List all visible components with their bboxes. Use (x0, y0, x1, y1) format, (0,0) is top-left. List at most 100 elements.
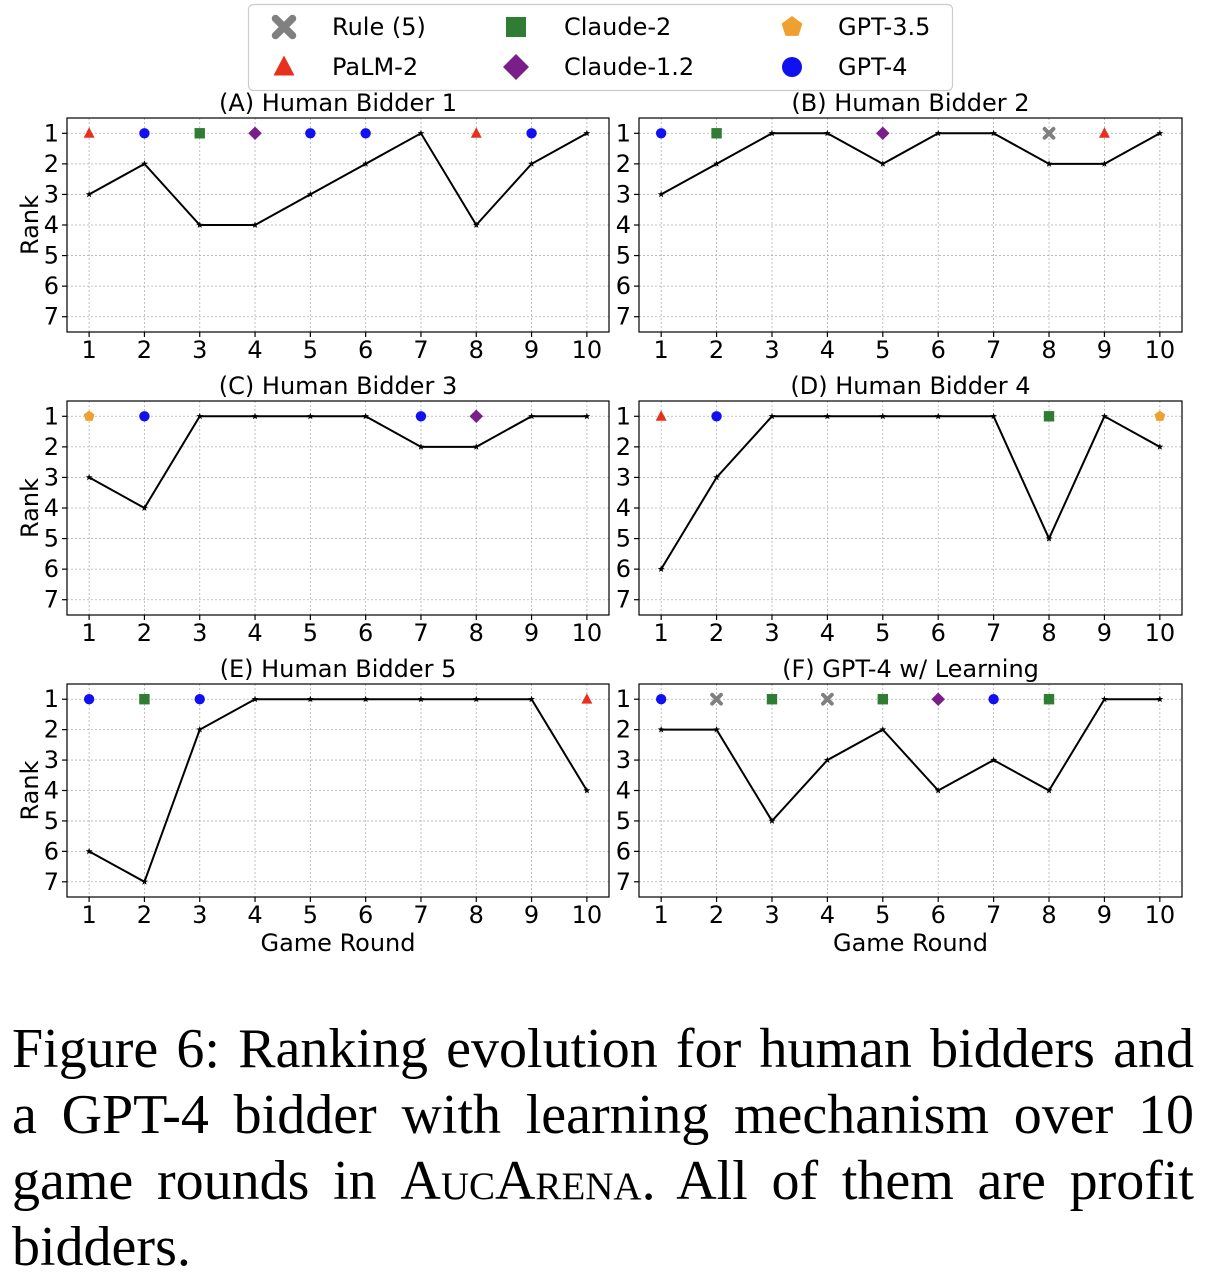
y-tick-label: 1 (44, 402, 59, 430)
x-tick-label: 2 (709, 901, 724, 929)
rank-point (583, 786, 591, 794)
winner-marker-palm-2 (655, 410, 667, 421)
panel-c-x-ticks: 1 2 3 4 5 6 7 8 9 10 (81, 615, 602, 647)
y-tick-label: 1 (616, 685, 631, 713)
winner-marker-claude-2 (1043, 694, 1055, 705)
winner-marker-claude-1-2 (876, 126, 890, 141)
x-tick-label: 6 (358, 619, 373, 647)
caption-system-name: AucArena (400, 1150, 642, 1212)
y-tick-label: 7 (616, 868, 631, 896)
rank-point (1101, 695, 1108, 703)
y-tick-label: 4 (44, 494, 59, 522)
legend-item-rule-5: Rule (5) (271, 13, 426, 41)
rank-point (1045, 534, 1053, 542)
y-tick-label: 7 (44, 868, 59, 896)
panel-e-winner-markers (83, 693, 593, 705)
panel-e-x-axis-label: Game Round (260, 929, 415, 957)
rank-point (362, 695, 370, 703)
panel-e-y-ticks: 1 23 456 7 (44, 685, 67, 896)
y-tick-label: 3 (44, 746, 59, 774)
rank-point (472, 443, 480, 450)
panel-b-x-ticks: 1 2 3 4 5 6 7 8 9 10 (654, 332, 1175, 364)
x-tick-label: 9 (1097, 619, 1112, 647)
x-tick-label: 7 (986, 336, 1001, 364)
x-tick-label: 2 (709, 336, 724, 364)
winner-marker-claude-2 (139, 694, 150, 705)
x-tick-label: 5 (303, 336, 318, 364)
winner-marker-rule-5 (710, 692, 723, 706)
y-tick-label: 2 (616, 716, 631, 744)
x-tick-label: 1 (81, 901, 96, 929)
x-tick-label: 8 (1041, 619, 1056, 647)
rank-point (417, 695, 425, 703)
rank-point (583, 129, 591, 137)
legend-marker-claude-2 (506, 17, 526, 37)
panel-f-winner-markers (655, 692, 1055, 706)
panel-e-grid (67, 684, 609, 897)
x-tick-label: 9 (1097, 336, 1112, 364)
rank-point (657, 726, 665, 733)
legend-frame (247, 3, 954, 92)
y-tick-label: 5 (616, 807, 631, 835)
legend-item-palm-2: PaLM-2 (273, 53, 418, 81)
x-tick-label: 3 (764, 619, 779, 647)
panel-e-rank-line (88, 698, 588, 884)
y-tick-label: 6 (616, 272, 631, 300)
x-tick-label: 6 (358, 336, 373, 364)
rank-point (472, 695, 480, 703)
y-tick-label: 4 (44, 211, 59, 239)
panel-f-y-ticks: 1 23 456 7 (616, 685, 639, 896)
panel-c-rank-points (85, 412, 591, 511)
panel-e-title: (E) Human Bidder 5 (220, 655, 457, 683)
y-tick-label: 2 (44, 716, 59, 744)
y-tick-label: 1 (616, 402, 631, 430)
winner-marker-claude-2 (711, 128, 722, 139)
panel-a-rank-points (85, 129, 591, 228)
x-tick-label: 9 (524, 619, 539, 647)
y-tick-label: 2 (616, 150, 631, 178)
rank-point (657, 565, 665, 573)
panel-e-rank-points (85, 695, 591, 885)
rank-point (990, 412, 998, 420)
panel-b-title: (B) Human Bidder 2 (791, 89, 1029, 117)
y-tick-label: 7 (44, 303, 59, 331)
x-tick-label: 3 (764, 901, 779, 929)
panel-a-winner-markers (83, 126, 537, 141)
winner-marker-claude-1-2 (469, 409, 484, 424)
x-tick-label: 10 (572, 336, 603, 364)
y-tick-label: 7 (616, 303, 631, 331)
caption-tail: . All of them are profit bidders. (12, 1150, 1194, 1278)
rank-point (823, 129, 831, 137)
rank-point (417, 443, 425, 450)
winner-marker-claude-2 (1043, 411, 1055, 422)
x-tick-label: 5 (875, 619, 890, 647)
winner-marker-palm-2 (581, 693, 593, 704)
legend-label-claude-1-2: Claude-1.2 (564, 53, 694, 81)
y-tick-label: 2 (44, 433, 59, 461)
panel-e-y-axis-label: Rank (16, 760, 44, 820)
winner-marker-gpt-4 (415, 411, 427, 422)
x-tick-label: 7 (413, 901, 428, 929)
rank-point (1045, 160, 1053, 167)
rank-point (768, 817, 776, 824)
y-tick-label: 3 (616, 180, 631, 208)
rank-point (713, 160, 720, 167)
y-tick-label: 3 (44, 463, 59, 491)
legend: Rule (5) Claude-2 GPT-3.5 PaLM-2 Claude-1.2 G… (247, 3, 954, 92)
winner-marker-palm-2 (470, 127, 482, 138)
panel-d-rank-points (657, 412, 1164, 573)
x-tick-label: 2 (137, 619, 152, 647)
x-tick-label: 7 (413, 619, 428, 647)
x-tick-label: 8 (469, 619, 484, 647)
rank-point (251, 412, 259, 420)
y-tick-label: 1 (44, 685, 59, 713)
rank-point (528, 412, 535, 420)
winner-marker-gpt-4 (194, 694, 205, 705)
x-tick-label: 5 (875, 901, 890, 929)
x-tick-label: 4 (247, 619, 262, 647)
x-tick-label: 2 (709, 619, 724, 647)
x-tick-label: 1 (654, 336, 669, 364)
